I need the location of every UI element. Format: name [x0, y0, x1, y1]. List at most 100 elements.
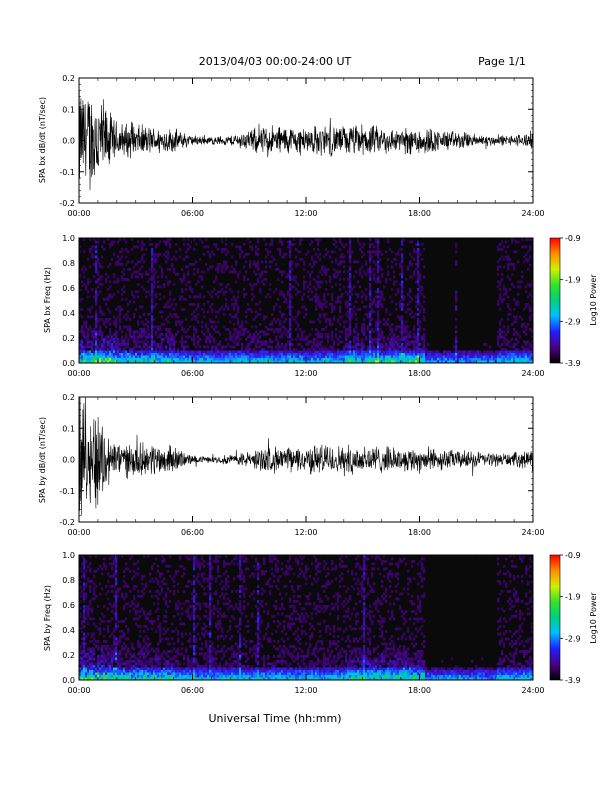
spectrogram-cell — [517, 340, 520, 344]
spectrogram-cell — [87, 622, 90, 626]
spectrogram-cell — [159, 637, 162, 641]
spectrogram-cell — [131, 660, 134, 663]
spectrogram-cell — [191, 290, 194, 294]
spectrogram-cell — [223, 270, 226, 274]
spectrogram-cell — [133, 345, 136, 349]
spectrogram-cell — [123, 273, 126, 276]
spectrogram-cell — [401, 358, 404, 361]
spectrogram-cell — [485, 358, 488, 361]
spectrogram-cell — [117, 260, 120, 264]
spectrogram-cell — [181, 358, 184, 361]
spectrogram-cell — [371, 310, 374, 314]
spectrogram-cell — [393, 340, 396, 344]
spectrogram-cell — [95, 625, 98, 628]
spectrogram-cell — [309, 283, 312, 286]
spectrogram-cell — [277, 355, 280, 359]
spectrogram-cell — [403, 303, 406, 306]
spectrogram-cell — [141, 350, 144, 354]
spectrogram-cell — [99, 340, 102, 344]
spectrogram-cell — [377, 245, 380, 249]
spectrogram-cell — [221, 283, 224, 286]
spectrogram-cell — [113, 333, 116, 336]
spectrogram-cell — [79, 587, 82, 591]
spectrogram-cell — [315, 358, 318, 361]
spectrogram-cell — [389, 343, 392, 346]
spectrogram-cell — [243, 328, 246, 331]
spectrogram-cell — [97, 355, 100, 359]
spectrogram-cell — [301, 345, 304, 349]
spectrogram-cell — [497, 355, 500, 359]
spectrogram-cell — [365, 353, 368, 356]
spectrogram-cell — [157, 335, 160, 339]
spectrogram-cell — [291, 268, 294, 271]
spectrogram-cell — [167, 305, 170, 309]
spectrogram-cell — [351, 315, 354, 319]
spectrogram-cell — [529, 305, 532, 309]
spectrogram-cell — [133, 333, 136, 336]
spectrogram-cell — [125, 665, 128, 668]
spectrogram-cell — [139, 660, 142, 663]
spectrogram-cell — [221, 248, 224, 251]
spectrogram-cell — [131, 238, 134, 241]
spectrogram-cell — [291, 295, 294, 299]
spectrogram-cell — [161, 353, 164, 356]
spectrogram-cell — [159, 343, 162, 346]
spectrogram-cell — [111, 575, 114, 578]
spectrogram-cell — [211, 250, 214, 254]
spectrogram-cell — [329, 278, 332, 281]
spectrogram-cell — [131, 353, 134, 356]
spectrogram-cell — [207, 328, 210, 331]
spectrogram-cell — [345, 243, 348, 246]
spectrogram-cell — [447, 350, 450, 354]
spectrogram-cell — [307, 340, 310, 344]
spectrogram-cell — [417, 258, 420, 261]
spectrogram-cell — [245, 293, 248, 296]
spectrogram-cell — [207, 290, 210, 294]
spectrogram-cell — [455, 355, 458, 359]
spectrogram-cell — [145, 353, 148, 356]
spectrogram-cell — [289, 328, 292, 331]
spectrogram-cell — [249, 343, 252, 346]
spectrogram-cell — [239, 358, 242, 361]
spectrogram-cell — [309, 263, 312, 266]
spectrogram-cell — [339, 278, 342, 281]
spectrogram-cell — [123, 570, 126, 573]
spectrogram-cell — [429, 360, 432, 364]
spectrogram-cell — [401, 353, 404, 356]
spectrogram-cell — [123, 597, 126, 601]
spectrogram-cell — [417, 248, 420, 251]
spectrogram-cell — [137, 675, 140, 678]
spectrogram-cell — [513, 308, 516, 311]
spectrogram-cell — [167, 330, 170, 334]
spectrogram-cell — [109, 557, 112, 561]
spectrogram-cell — [227, 350, 230, 354]
spectrogram-cell — [345, 300, 348, 304]
spectrogram-cell — [145, 338, 148, 341]
spectrogram-cell — [409, 275, 412, 279]
spectrogram-cell — [147, 645, 150, 648]
spectrogram-cell — [295, 353, 298, 356]
spectrogram-cell — [213, 338, 216, 341]
spectrogram-cell — [335, 335, 338, 339]
spectrogram-cell — [375, 350, 378, 354]
spectrogram-cell — [91, 335, 94, 339]
spectrogram-cell — [109, 318, 112, 321]
spectrogram-cell — [515, 303, 518, 306]
spectrogram-cell — [189, 245, 192, 249]
spectrogram-cell — [357, 353, 360, 356]
spectrogram-cell — [121, 308, 124, 311]
y-axis-label: SPA by dB/dt (nT/sec) — [38, 417, 47, 503]
spectrogram-cell — [427, 350, 430, 354]
spectrogram-cell — [235, 335, 238, 339]
spectrogram-cell — [279, 310, 282, 314]
spectrogram-cell — [403, 353, 406, 356]
spectrogram-cell — [441, 358, 444, 361]
colorbar-ticks: -0.9-1.9-2.9-3.9 — [560, 234, 581, 368]
spectrogram-cell — [305, 280, 308, 284]
spectrogram-cell — [245, 310, 248, 314]
spectrogram-cell — [275, 263, 278, 266]
spectrogram-cell — [277, 330, 280, 334]
spectrogram-cell — [455, 335, 458, 339]
spectrogram-cell — [401, 315, 404, 319]
spectrogram-cell — [167, 627, 170, 631]
